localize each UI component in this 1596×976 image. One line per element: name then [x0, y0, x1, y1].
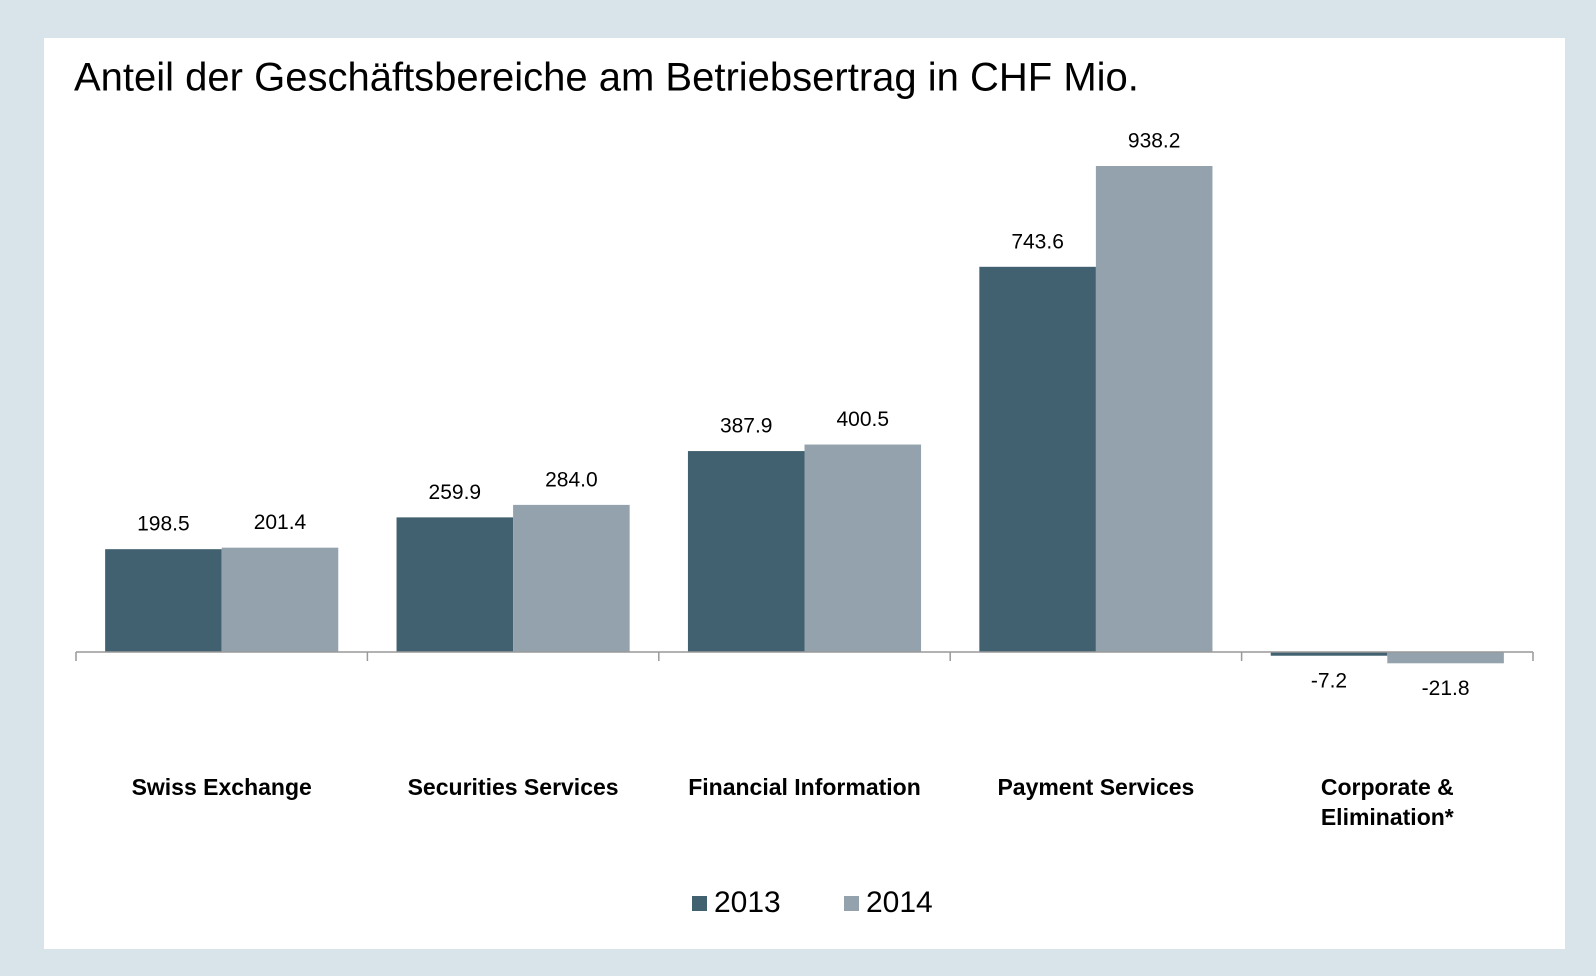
bar — [513, 504, 630, 652]
legend-swatch — [844, 896, 859, 911]
data-label: 201.4 — [254, 511, 307, 534]
x-tick-label: Financial Information — [688, 774, 921, 800]
chart-title: Anteil der Geschäftsbereiche am Betriebs… — [74, 56, 1139, 100]
data-label: 259.9 — [429, 481, 482, 504]
bar — [979, 266, 1096, 652]
bar — [1387, 652, 1504, 664]
data-label: 387.9 — [720, 415, 773, 438]
x-tick-label: Payment Services — [997, 774, 1195, 800]
bar — [396, 517, 514, 652]
data-label: 938.2 — [1128, 130, 1181, 153]
data-label: 198.5 — [137, 513, 190, 536]
bar — [1270, 652, 1388, 656]
data-label: -21.8 — [1422, 677, 1470, 700]
bar — [804, 444, 922, 652]
x-tick-label: Swiss Exchange — [131, 774, 312, 800]
bar — [687, 451, 805, 652]
data-label: -7.2 — [1311, 669, 1347, 692]
x-tick-label: Securities Services — [407, 774, 619, 800]
data-label: 743.6 — [1011, 230, 1064, 253]
data-label: 284.0 — [545, 468, 598, 491]
data-label: 400.5 — [836, 408, 889, 431]
legend-swatch — [692, 896, 707, 911]
legend-label: 2014 — [866, 886, 933, 919]
bar — [221, 547, 339, 652]
bar — [105, 549, 222, 652]
x-tick-label: Corporate & Elimination* — [1320, 774, 1454, 830]
legend-label: 2013 — [714, 886, 781, 919]
bar — [1095, 166, 1213, 652]
